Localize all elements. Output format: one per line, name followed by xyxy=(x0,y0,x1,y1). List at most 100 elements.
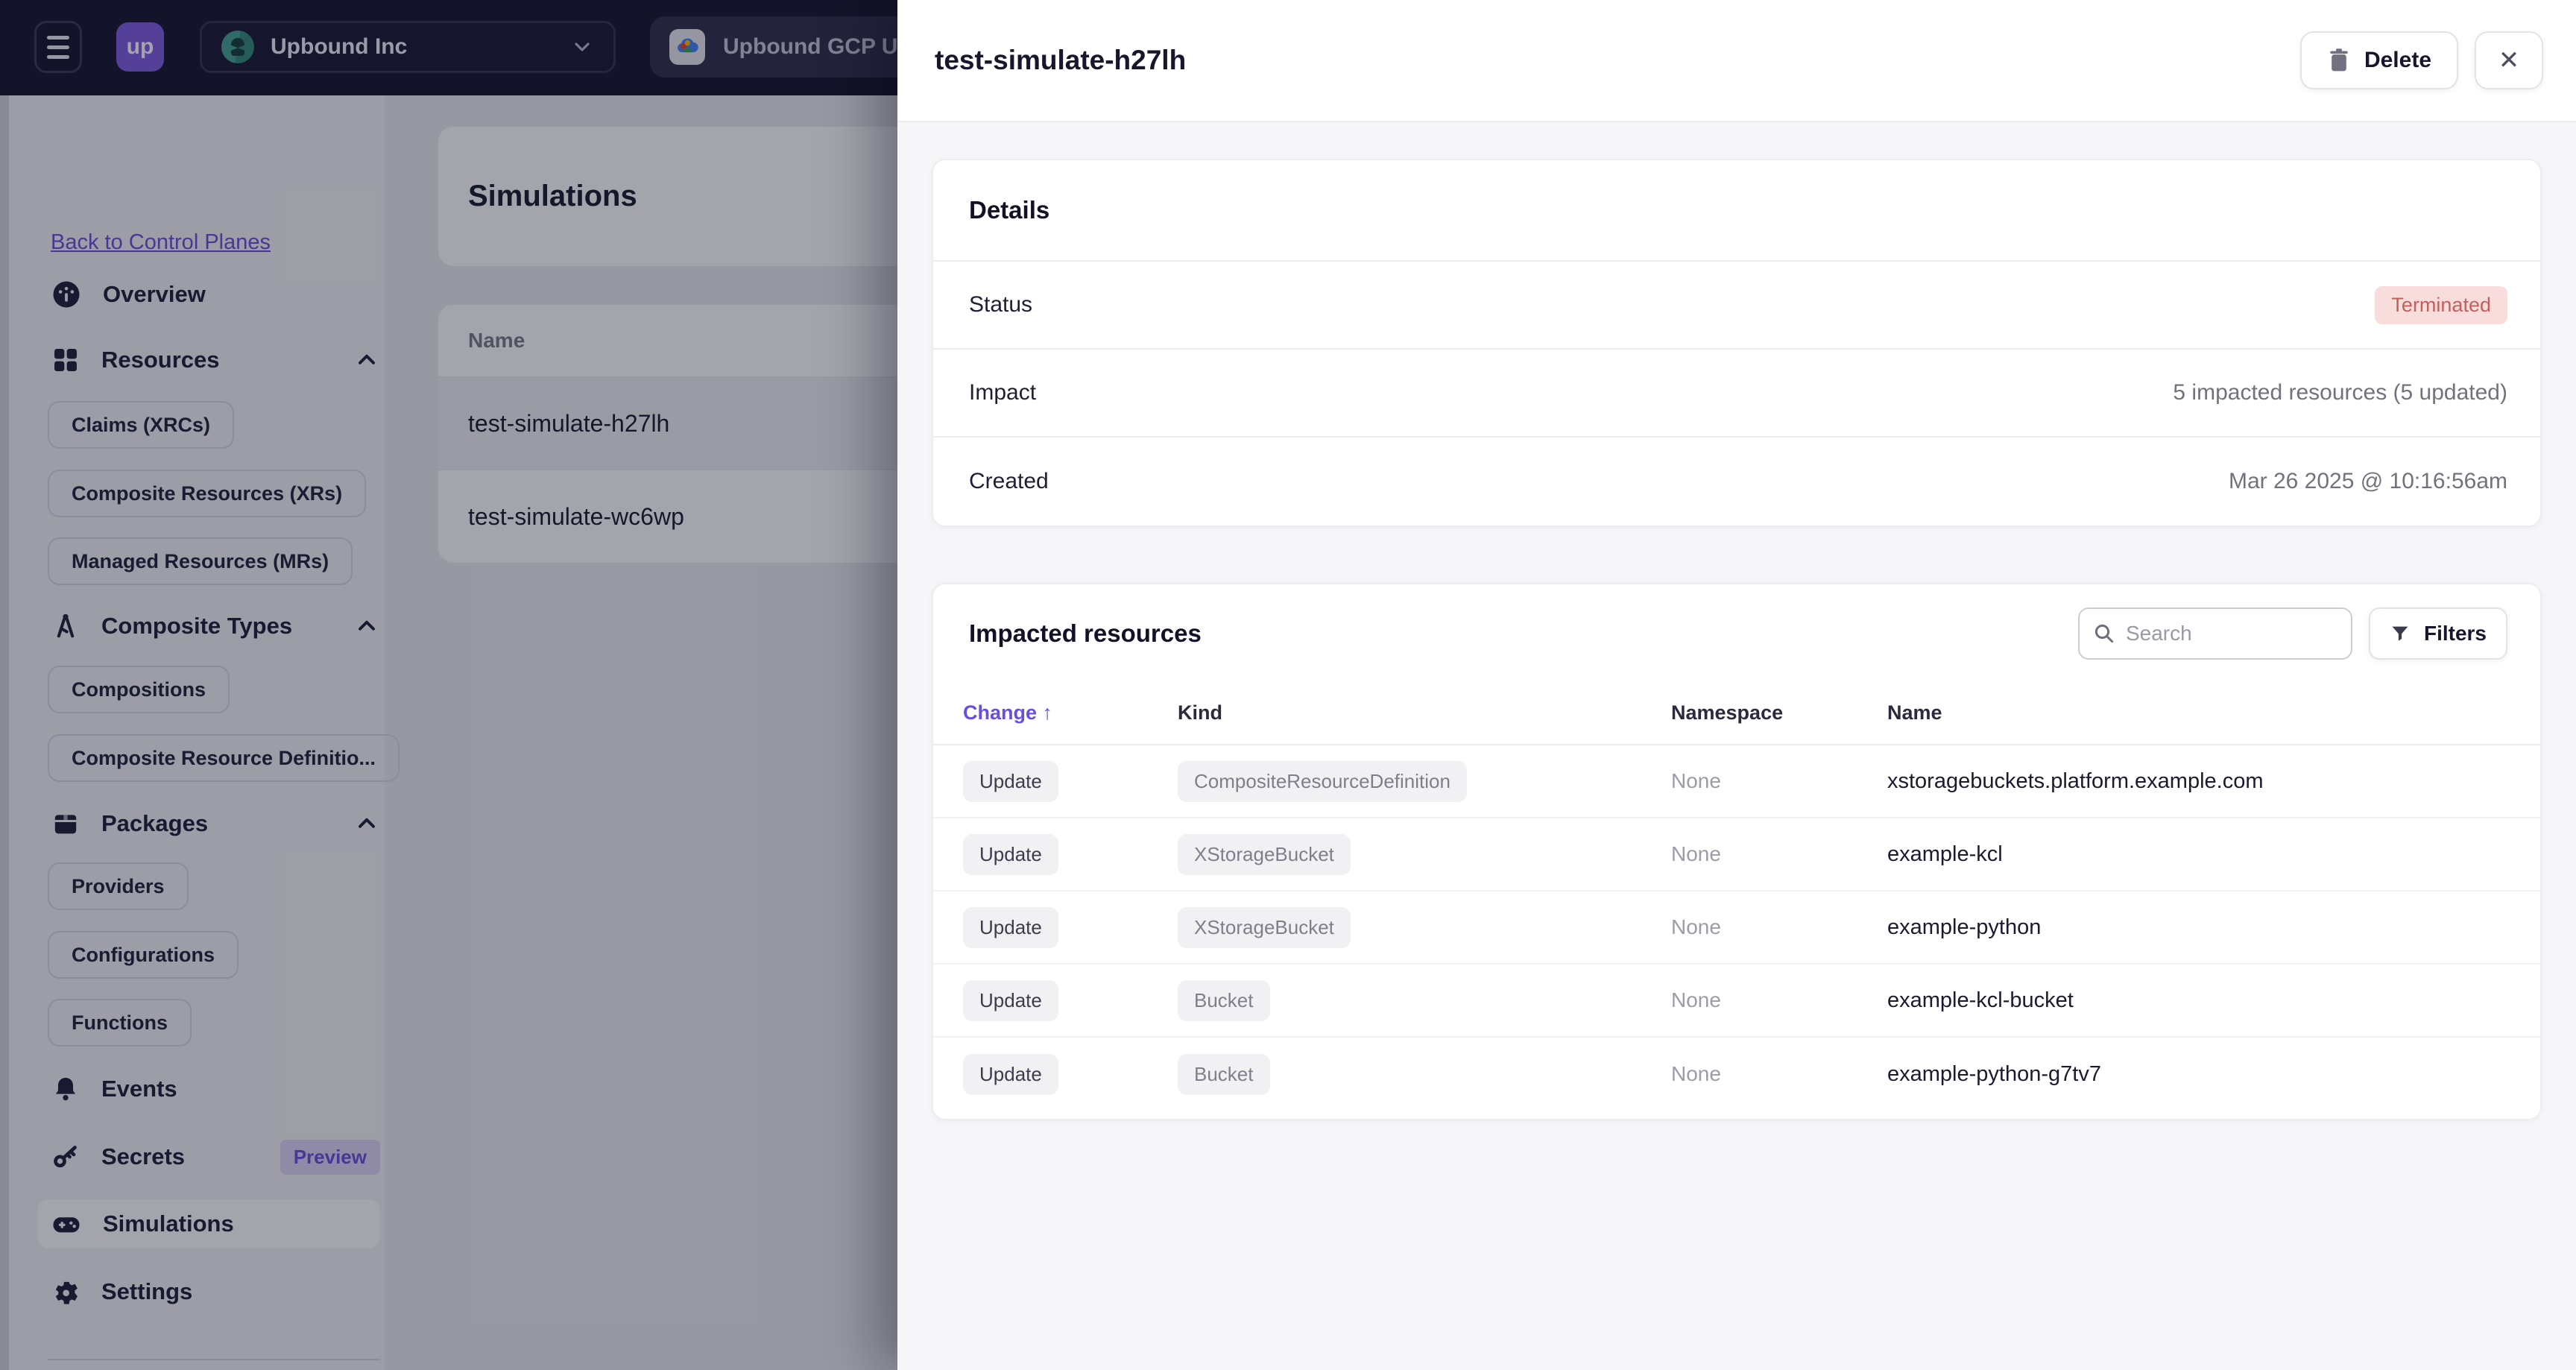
details-title: Details xyxy=(969,196,1050,224)
impacted-resources-header: Impacted resources Filters xyxy=(933,584,2540,682)
page-title: Simulations xyxy=(468,180,637,212)
namespace-cell: None xyxy=(1671,842,1721,865)
name-cell: xstoragebuckets.platform.example.com xyxy=(1887,768,2264,793)
sidebar-item-simulations[interactable]: Simulations xyxy=(51,1200,380,1248)
search-input[interactable] xyxy=(2125,621,2337,645)
change-chip: Update xyxy=(963,760,1058,802)
sidebar-pill-claims[interactable]: Claims (XRCs) xyxy=(48,401,235,449)
hamburger-bar xyxy=(47,35,69,40)
drawer-header: test-simulate-h27lh Delete ✕ xyxy=(897,0,2576,122)
change-chip: Update xyxy=(963,1053,1058,1095)
column-header-label: Change xyxy=(963,701,1038,724)
change-chip: Update xyxy=(963,833,1058,875)
gear-icon xyxy=(51,1277,80,1307)
sidebar-item-label: Simulations xyxy=(103,1210,234,1237)
sidebar-item-label: Events xyxy=(101,1076,177,1102)
name-cell: example-python xyxy=(1887,915,2042,939)
delete-button-label: Delete xyxy=(2364,48,2431,72)
impacted-table-row[interactable]: Update XStorageBucket None example-kcl xyxy=(933,818,2540,891)
delete-button[interactable]: Delete xyxy=(2299,31,2458,89)
organization-select[interactable]: Upbound Inc xyxy=(200,21,616,73)
impacted-table-header: Change ↑ Kind Namespace Name xyxy=(933,682,2540,745)
sidebar-item-label: Settings xyxy=(101,1278,193,1304)
impacted-table-row[interactable]: Update Bucket None example-kcl-bucket xyxy=(933,965,2540,1038)
compass-icon xyxy=(51,611,80,641)
chevron-up-icon[interactable] xyxy=(353,810,380,837)
close-drawer-button[interactable]: ✕ xyxy=(2475,31,2543,89)
detail-label: Status xyxy=(969,292,1033,317)
sidebar-item-settings[interactable]: Settings xyxy=(51,1268,380,1316)
status-badge: Terminated xyxy=(2375,285,2507,324)
column-header-kind: Kind xyxy=(1178,701,1222,724)
sidebar-divider xyxy=(48,1359,380,1360)
kind-chip: XStorageBucket xyxy=(1178,833,1351,875)
change-chip: Update xyxy=(963,906,1058,948)
detail-row-created: Created Mar 26 2025 @ 10:16:56am xyxy=(933,438,2540,525)
detail-row-status: Status Terminated xyxy=(933,262,2540,350)
impacted-resources-title: Impacted resources xyxy=(969,619,1202,647)
filters-button-label: Filters xyxy=(2423,621,2487,645)
gamepad-icon xyxy=(51,1208,82,1240)
sort-ascending-icon: ↑ xyxy=(1042,701,1053,724)
detail-row-impact: Impact 5 impacted resources (5 updated) xyxy=(933,350,2540,438)
name-cell: example-python-g7tv7 xyxy=(1887,1061,2101,1086)
kind-chip: CompositeResourceDefinition xyxy=(1178,760,1467,802)
close-icon: ✕ xyxy=(2498,46,2520,75)
namespace-cell: None xyxy=(1671,1062,1721,1085)
sidebar-section-composite-types[interactable]: Composite Types xyxy=(51,602,380,650)
sidebar-pill-configurations[interactable]: Configurations xyxy=(48,931,239,979)
drawer-title: test-simulate-h27lh xyxy=(935,45,1187,75)
sidebar-section-packages[interactable]: Packages xyxy=(51,800,380,847)
sidebar-item-secrets[interactable]: Secrets Preview xyxy=(51,1133,380,1181)
sidebar-section-label: Resources xyxy=(101,347,220,373)
name-cell: example-kcl xyxy=(1887,842,2003,866)
sidebar-section-resources[interactable]: Resources xyxy=(51,336,380,384)
kind-chip: XStorageBucket xyxy=(1178,906,1351,948)
column-header-namespace: Namespace xyxy=(1671,701,1784,724)
gcp-cloud-icon xyxy=(669,29,705,65)
preview-badge: Preview xyxy=(280,1139,380,1175)
details-card: Details Status Terminated Impact 5 impac… xyxy=(932,159,2542,527)
impacted-resources-card: Impacted resources Filters Change ↑ Kind… xyxy=(932,583,2542,1120)
sidebar-pill-providers[interactable]: Providers xyxy=(48,862,189,910)
upbound-logo[interactable]: up xyxy=(116,22,164,72)
column-header-name: Name xyxy=(1887,701,1942,724)
search-input-wrapper xyxy=(2077,607,2352,660)
sidebar-pill-composite-resource-definitions[interactable]: Composite Resource Definitio... xyxy=(48,734,400,782)
control-plane-tab-label: Upbound GCP U xyxy=(723,34,898,59)
simulation-detail-drawer: test-simulate-h27lh Delete ✕ Details Sta… xyxy=(897,0,2576,1370)
sidebar-pill-functions[interactable]: Functions xyxy=(48,999,192,1047)
detail-value: 5 impacted resources (5 updated) xyxy=(2173,380,2507,405)
menu-hamburger-button[interactable] xyxy=(34,21,82,73)
detail-label: Created xyxy=(969,469,1049,493)
chevron-up-icon[interactable] xyxy=(353,613,380,640)
sidebar-item-events[interactable]: Events xyxy=(51,1065,380,1113)
sidebar-active-highlight xyxy=(37,1199,380,1249)
namespace-cell: None xyxy=(1671,769,1721,792)
sidebar-pill-composite-resources[interactable]: Composite Resources (XRs) xyxy=(48,470,367,517)
chevron-up-icon[interactable] xyxy=(353,347,380,373)
details-card-header: Details xyxy=(933,160,2540,262)
sidebar-section-label: Composite Types xyxy=(101,613,293,639)
hamburger-bar xyxy=(47,54,69,59)
filters-button[interactable]: Filters xyxy=(2368,607,2507,660)
search-icon xyxy=(2093,622,2115,645)
table-row[interactable]: test-simulate-wc6wp xyxy=(468,502,684,530)
impacted-table-row[interactable]: Update XStorageBucket None example-pytho… xyxy=(933,891,2540,965)
sidebar-item-overview[interactable]: Overview xyxy=(51,271,380,318)
modal-scrim[interactable] xyxy=(0,0,897,1370)
bell-icon xyxy=(51,1074,80,1104)
impacted-table-row[interactable]: Update CompositeResourceDefinition None … xyxy=(933,745,2540,818)
organization-name: Upbound Inc xyxy=(271,34,408,59)
sidebar: Back to Control Planes Overview Resource… xyxy=(0,95,400,1370)
sidebar-item-label: Overview xyxy=(103,281,206,307)
chevron-down-icon xyxy=(570,35,594,59)
detail-label: Impact xyxy=(969,380,1037,405)
sidebar-pill-managed-resources[interactable]: Managed Resources (MRs) xyxy=(48,537,353,585)
impacted-table-row[interactable]: Update Bucket None example-python-g7tv7 xyxy=(933,1038,2540,1111)
sidebar-pill-compositions[interactable]: Compositions xyxy=(48,666,230,713)
trash-icon xyxy=(2327,48,2351,73)
back-to-control-planes-link[interactable]: Back to Control Planes xyxy=(51,230,271,254)
sidebar-section-label: Packages xyxy=(101,810,209,836)
column-header-change-sort[interactable]: Change ↑ xyxy=(963,701,1178,725)
